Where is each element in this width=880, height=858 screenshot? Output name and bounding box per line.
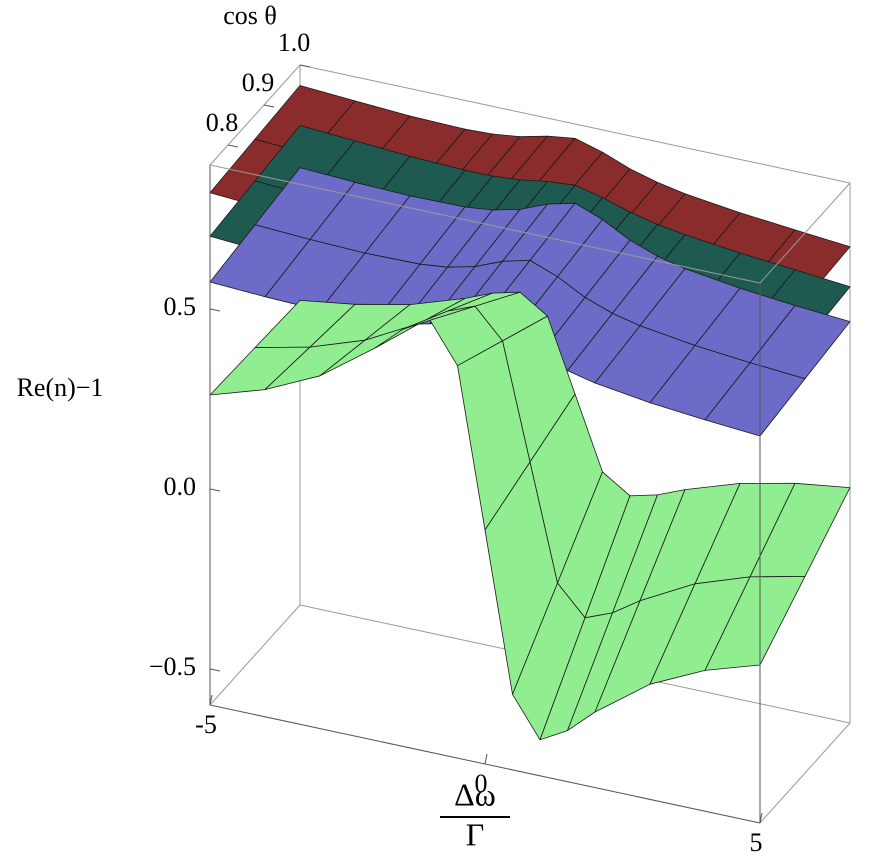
- z-tick-label: −0.5: [149, 652, 196, 681]
- y-tick: [227, 144, 239, 148]
- y-tick: [299, 64, 311, 68]
- x-tick-label: -5: [195, 710, 217, 739]
- surface-patch: [704, 576, 806, 671]
- y-tick-label: 1.0: [278, 28, 311, 57]
- x-tick-label: 0: [475, 769, 488, 798]
- z-tick: [209, 308, 221, 312]
- z-tick-label: 0.5: [164, 292, 197, 321]
- z-tick: [209, 668, 221, 672]
- y-axis-label: cos θ: [223, 1, 277, 30]
- x-axis-label-numerator: Δω: [454, 776, 496, 812]
- x-tick: [209, 694, 213, 706]
- y-tick-label: 0.9: [242, 68, 275, 97]
- box-edge: [759, 722, 851, 824]
- box-edge: [209, 164, 761, 284]
- x-tick-label: 5: [750, 828, 763, 857]
- x-tick: [484, 753, 488, 765]
- x-axis-label-denominator: Γ: [466, 816, 485, 852]
- y-tick-label: 0.8: [206, 108, 239, 137]
- box-edge: [209, 604, 301, 706]
- box-edge: [759, 182, 851, 284]
- z-tick: [209, 488, 221, 492]
- box-edge: [299, 64, 851, 184]
- y-tick: [263, 104, 275, 108]
- x-tick: [759, 812, 763, 824]
- z-axis-label: Re(n)−1: [17, 373, 104, 402]
- surface-patch: [704, 362, 806, 437]
- z-tick-label: 0.0: [164, 472, 197, 501]
- box-edge: [209, 64, 301, 166]
